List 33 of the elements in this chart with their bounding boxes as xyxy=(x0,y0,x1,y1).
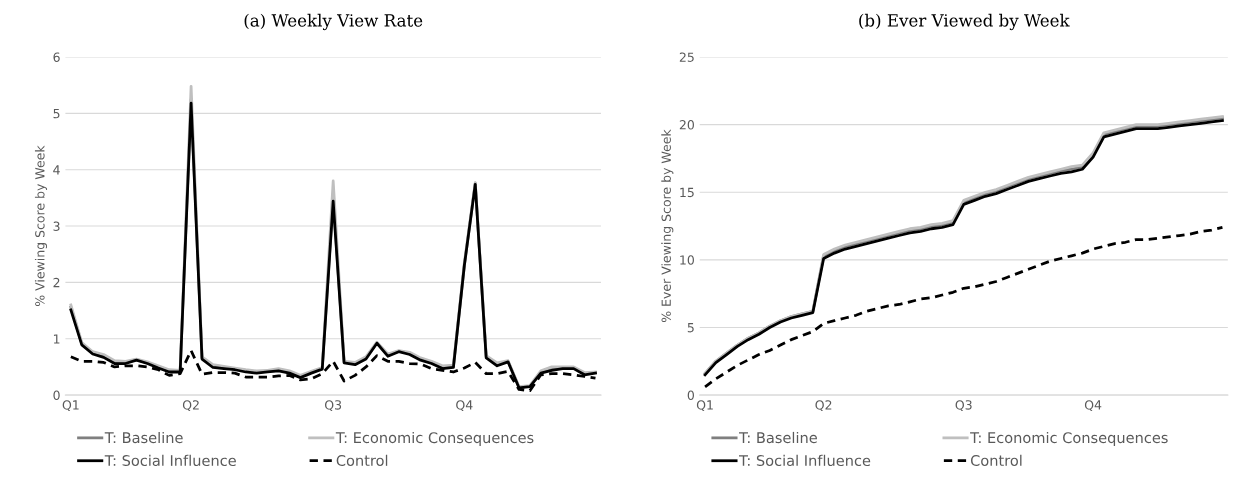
x-tick-label: Q2 xyxy=(182,400,199,412)
y-tick-label: 4 xyxy=(53,165,60,175)
x-tick-label: Q3 xyxy=(955,400,972,412)
y-axis-title: % Ever Viewing Score by Week xyxy=(661,129,674,323)
y-tick-label: 5 xyxy=(687,323,694,333)
legend-label: Control xyxy=(970,454,1022,467)
legend-label: T: Social Influence xyxy=(739,454,871,467)
y-tick-label: 0 xyxy=(53,390,60,401)
chart-title: (b) Ever Viewed by Week xyxy=(859,13,1070,31)
x-tick-label: Q1 xyxy=(696,400,713,412)
y-tick-label: 25 xyxy=(679,52,694,62)
x-tick-label: Q1 xyxy=(62,400,79,412)
y-tick-label: 1 xyxy=(53,334,60,344)
y-tick-label: 20 xyxy=(679,120,694,130)
y-tick-label: 5 xyxy=(53,108,60,119)
y-tick-label: 10 xyxy=(680,255,694,265)
x-tick-label: Q3 xyxy=(324,400,342,412)
legend-label: T: Social Influence xyxy=(104,454,236,467)
y-tick-label: 3 xyxy=(53,221,60,231)
y-tick-label: 15 xyxy=(680,187,694,198)
y-tick-label: 2 xyxy=(53,277,60,288)
legend-label: T: Economic Consequences xyxy=(970,431,1168,446)
x-tick-label: Q4 xyxy=(1084,400,1102,412)
legend-label: T: Economic Consequences xyxy=(335,431,534,446)
legend-label: T: Baseline xyxy=(104,431,183,444)
y-tick-label: 6 xyxy=(53,52,60,62)
legend-label: Control xyxy=(336,454,388,467)
legend-label: T: Baseline xyxy=(739,431,817,444)
x-tick-label: Q2 xyxy=(815,400,832,412)
y-axis-title: % Viewing Score by Week xyxy=(34,145,48,307)
chart-title: (a) Weekly View Rate xyxy=(244,13,423,31)
x-tick-label: Q4 xyxy=(456,400,473,412)
y-tick-label: 0 xyxy=(687,390,694,401)
